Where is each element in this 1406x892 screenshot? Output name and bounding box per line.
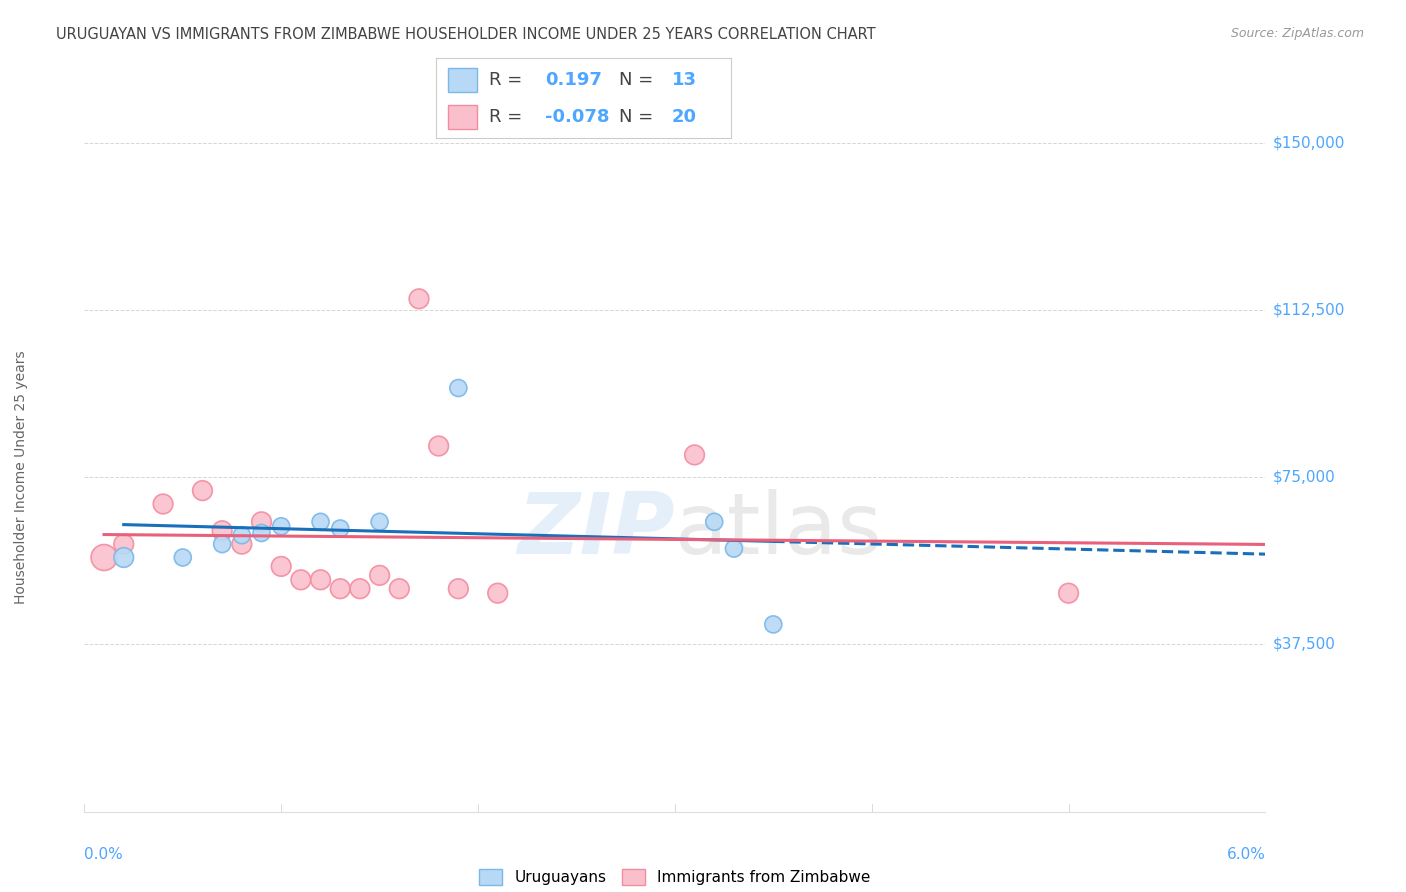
Point [368,515,391,529]
Point [191,483,214,498]
Text: $75,000: $75,000 [1272,470,1336,484]
Point [211,524,233,538]
Point [408,292,430,306]
Point [270,519,292,533]
Text: 20: 20 [672,108,697,126]
Point [368,568,391,582]
Text: ZIP: ZIP [517,489,675,573]
Point [427,439,450,453]
Bar [447,104,477,128]
Text: $150,000: $150,000 [1272,136,1344,150]
Text: N =: N = [619,108,659,126]
Point [250,526,273,541]
Point [231,528,253,542]
Point [309,573,332,587]
Point [349,582,371,596]
Text: Householder Income Under 25 years: Householder Income Under 25 years [14,351,28,604]
Text: URUGUAYAN VS IMMIGRANTS FROM ZIMBABWE HOUSEHOLDER INCOME UNDER 25 YEARS CORRELAT: URUGUAYAN VS IMMIGRANTS FROM ZIMBABWE HO… [56,27,876,42]
Point [329,521,352,535]
Point [112,550,135,565]
Text: 0.197: 0.197 [546,70,602,88]
Text: N =: N = [619,70,659,88]
Point [723,541,745,556]
Text: R =: R = [489,108,529,126]
Bar [447,68,477,92]
Point [112,537,135,551]
Text: $112,500: $112,500 [1272,302,1344,318]
Point [683,448,706,462]
Point [211,537,233,551]
Point [270,559,292,574]
Legend: Uruguayans, Immigrants from Zimbabwe: Uruguayans, Immigrants from Zimbabwe [474,863,876,891]
Point [290,573,312,587]
Point [388,582,411,596]
Text: Source: ZipAtlas.com: Source: ZipAtlas.com [1230,27,1364,40]
Point [309,515,332,529]
Point [152,497,174,511]
Point [172,550,194,565]
Text: R =: R = [489,70,529,88]
Point [703,515,725,529]
Text: 6.0%: 6.0% [1226,847,1265,863]
Text: $37,500: $37,500 [1272,637,1336,652]
Text: atlas: atlas [675,489,883,573]
Point [447,381,470,395]
Point [486,586,509,600]
Point [762,617,785,632]
Point [1057,586,1080,600]
Point [447,582,470,596]
Point [93,550,115,565]
Text: -0.078: -0.078 [546,108,610,126]
Text: 13: 13 [672,70,697,88]
Point [231,537,253,551]
Point [250,515,273,529]
Point [329,582,352,596]
Text: 0.0%: 0.0% [84,847,124,863]
